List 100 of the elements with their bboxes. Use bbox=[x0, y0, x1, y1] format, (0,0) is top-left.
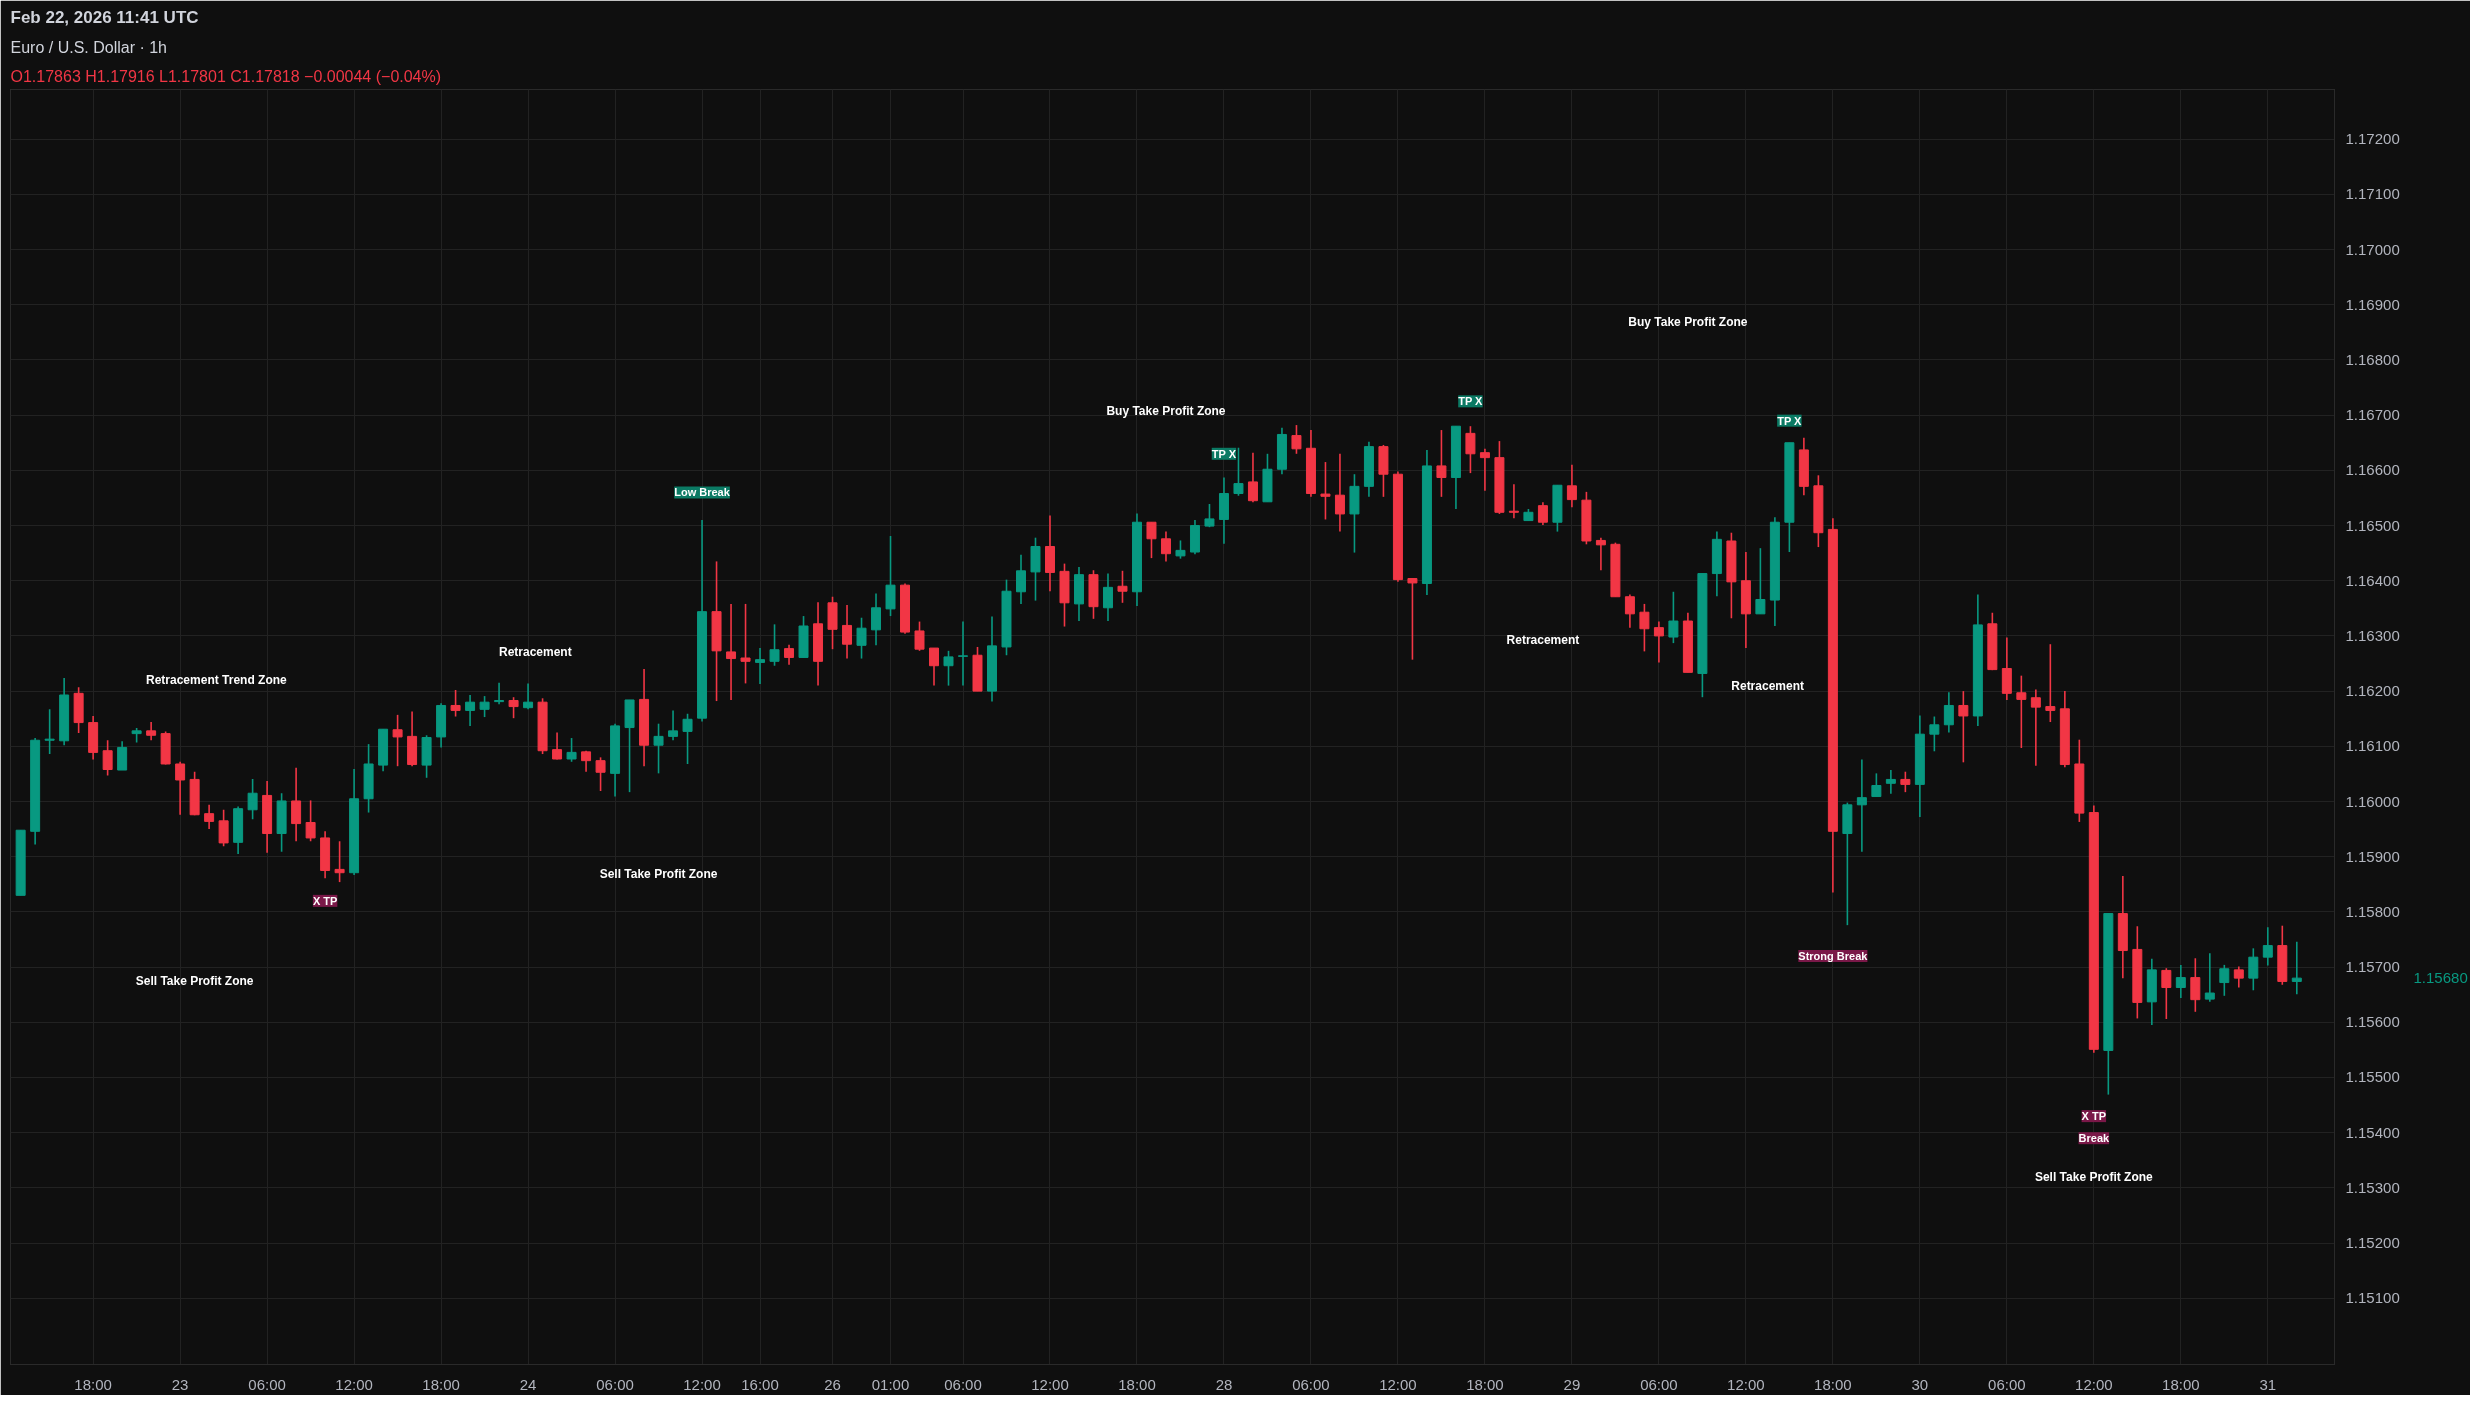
candlestick bbox=[1595, 536, 1606, 572]
y-tick-label: 1.17000 bbox=[2345, 240, 2400, 258]
y-tick-label: 1.15800 bbox=[2345, 902, 2400, 920]
candlestick bbox=[552, 731, 563, 761]
candlestick bbox=[1958, 690, 1969, 764]
candlestick bbox=[2190, 957, 2201, 1013]
y-tick-label: 1.15600 bbox=[2345, 1013, 2400, 1031]
y-tick-label: 1.16400 bbox=[2345, 571, 2400, 589]
x-tick-label: 29 bbox=[1563, 1375, 1581, 1393]
candlestick bbox=[2161, 967, 2172, 1020]
candlestick bbox=[1436, 429, 1447, 498]
candlestick bbox=[117, 740, 128, 771]
candlestick bbox=[44, 708, 55, 755]
annotation: Retracement bbox=[1506, 633, 1580, 648]
candlestick bbox=[1856, 758, 1867, 853]
candlestick bbox=[2262, 926, 2273, 967]
x-tick-label: 06:00 bbox=[1292, 1375, 1330, 1393]
candlestick bbox=[291, 767, 302, 843]
candlestick bbox=[2291, 940, 2302, 995]
y-tick-label: 1.16700 bbox=[2345, 406, 2400, 424]
candlestick bbox=[1929, 715, 1940, 753]
candlestick bbox=[2030, 688, 2041, 767]
candlestick bbox=[1146, 521, 1157, 559]
y-tick-label: 1.17200 bbox=[2345, 130, 2400, 148]
candlestick bbox=[842, 604, 853, 660]
x-tick-label: 12:00 bbox=[683, 1375, 721, 1393]
x-tick-label: 06:00 bbox=[1640, 1375, 1678, 1393]
text: 1.15680 bbox=[2413, 969, 2468, 987]
x-tick-label: 01:00 bbox=[871, 1375, 910, 1393]
candlestick bbox=[1653, 620, 1664, 664]
candlestick bbox=[943, 650, 954, 687]
y-tick-label: 1.15400 bbox=[2345, 1123, 2400, 1141]
candlestick bbox=[769, 623, 780, 667]
candlestick bbox=[1624, 593, 1635, 629]
annotation: Buy Take Profit Zone bbox=[1106, 403, 1226, 418]
candlestick bbox=[247, 778, 258, 820]
candlestick bbox=[595, 756, 606, 792]
candlestick bbox=[1566, 464, 1577, 509]
candlestick bbox=[1508, 483, 1519, 520]
candlestick bbox=[479, 695, 490, 718]
y-tick-label: 1.16900 bbox=[2345, 295, 2400, 313]
annotation: Sell Take Profit Zone bbox=[135, 973, 254, 988]
candlestick bbox=[914, 620, 925, 652]
candlestick bbox=[2204, 952, 2215, 1003]
candlestick bbox=[175, 760, 186, 816]
x-tick-label: 12:00 bbox=[2075, 1375, 2113, 1393]
annotation: Buy Take Profit Zone bbox=[1628, 314, 1748, 329]
chart-title: Euro / U.S. Dollar · 1h bbox=[10, 38, 167, 56]
candlestick bbox=[334, 840, 345, 883]
annotation: Retracement Trend Zone bbox=[146, 673, 288, 688]
x-tick-label: 12:00 bbox=[1727, 1375, 1765, 1393]
x-tick-label: 06:00 bbox=[944, 1375, 982, 1393]
candlestick bbox=[1334, 452, 1345, 533]
candlestick bbox=[1016, 553, 1026, 605]
annotation: Retracement bbox=[1731, 678, 1804, 693]
candlestick bbox=[740, 603, 751, 685]
annotation: TP X bbox=[1211, 447, 1237, 460]
candlestick bbox=[668, 709, 679, 742]
candlestick bbox=[305, 799, 316, 843]
x-tick-label: 31 bbox=[2259, 1375, 2277, 1393]
candlestick bbox=[494, 682, 505, 706]
x-tick-label: 06:00 bbox=[1988, 1375, 2026, 1393]
text: Feb 22, 2026 11:41 UTC bbox=[10, 7, 199, 27]
candlestick bbox=[2016, 674, 2027, 749]
candlestick bbox=[1160, 530, 1171, 563]
x-tick-label: 06:00 bbox=[248, 1375, 286, 1393]
candlestick bbox=[1465, 425, 1476, 474]
candlestick bbox=[204, 804, 215, 830]
y-tick-label: 1.15100 bbox=[2345, 1289, 2400, 1307]
x-tick-label: 16:00 bbox=[741, 1375, 779, 1393]
candlestick bbox=[755, 647, 766, 685]
y-tick-label: 1.16100 bbox=[2345, 737, 2400, 755]
x-tick-label: 12:00 bbox=[1031, 1375, 1069, 1393]
x-tick-label: 26 bbox=[824, 1375, 841, 1393]
annotation: X TP bbox=[312, 894, 338, 907]
y-tick-label: 1.15900 bbox=[2345, 847, 2400, 865]
candlestick bbox=[784, 643, 795, 666]
y-tick-label: 1.16500 bbox=[2345, 516, 2400, 534]
annotation: TP X bbox=[1777, 414, 1803, 427]
x-tick-label: 24 bbox=[519, 1375, 537, 1393]
y-tick-label: 1.16300 bbox=[2345, 626, 2400, 644]
x-tick-label: 28 bbox=[1215, 1375, 1233, 1393]
candlestick bbox=[1479, 448, 1490, 492]
candlestick bbox=[929, 647, 940, 687]
annotation: X TP bbox=[2081, 1110, 2107, 1123]
candlestick bbox=[450, 689, 461, 718]
candlestick bbox=[2175, 964, 2186, 999]
annotation: TP X bbox=[1458, 395, 1484, 408]
candlestick bbox=[958, 620, 968, 687]
y-tick-label: 1.16200 bbox=[2345, 682, 2400, 700]
candlestick bbox=[885, 535, 896, 617]
x-tick-label: 12:00 bbox=[335, 1375, 373, 1393]
annotation: Sell Take Profit Zone bbox=[2034, 1169, 2154, 1184]
y-tick-label: 1.16000 bbox=[2345, 792, 2400, 810]
candlestick bbox=[1943, 691, 1954, 734]
candlestick bbox=[1885, 769, 1896, 795]
x-tick-label: 18:00 bbox=[1466, 1375, 1504, 1393]
x-tick-label: 18:00 bbox=[74, 1375, 112, 1393]
candlestick bbox=[102, 739, 113, 777]
candlestick bbox=[1668, 590, 1679, 644]
